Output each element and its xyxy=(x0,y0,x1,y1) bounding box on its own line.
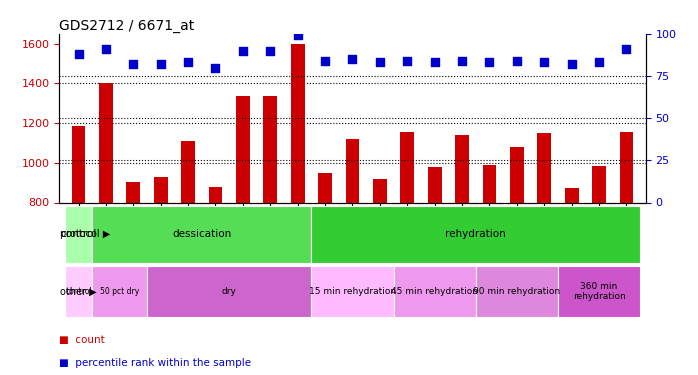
Text: dessication: dessication xyxy=(172,230,232,239)
Bar xyxy=(92,266,147,317)
Point xyxy=(593,59,604,65)
Point xyxy=(374,59,385,65)
Bar xyxy=(401,132,414,202)
Bar xyxy=(510,147,524,202)
Text: protocol ▶: protocol ▶ xyxy=(59,230,110,239)
Text: rehydration: rehydration xyxy=(445,230,506,239)
Point xyxy=(182,59,193,65)
Point xyxy=(484,59,495,65)
Bar xyxy=(311,206,640,262)
Bar xyxy=(394,266,476,317)
Point xyxy=(402,58,413,64)
Text: 50 pct dry: 50 pct dry xyxy=(100,287,139,296)
Bar xyxy=(65,206,92,262)
Text: 360 min
rehydration: 360 min rehydration xyxy=(572,282,625,301)
Bar xyxy=(99,83,113,203)
Bar xyxy=(346,139,359,202)
Bar xyxy=(236,96,250,202)
Point xyxy=(128,61,139,67)
Bar xyxy=(181,141,195,202)
Point xyxy=(155,61,166,67)
Bar xyxy=(318,173,332,202)
Bar xyxy=(126,182,140,203)
Bar xyxy=(92,206,311,262)
Bar xyxy=(147,266,311,317)
Bar xyxy=(291,44,304,203)
Bar xyxy=(72,126,85,202)
Point xyxy=(292,33,303,39)
Bar xyxy=(455,135,469,202)
Point xyxy=(73,51,84,57)
Point xyxy=(621,46,632,52)
Point xyxy=(512,58,523,64)
Point xyxy=(210,64,221,70)
Bar xyxy=(65,266,92,317)
Bar xyxy=(620,132,633,202)
Bar xyxy=(311,266,394,317)
Bar xyxy=(558,266,640,317)
Point xyxy=(237,48,248,54)
Point xyxy=(265,48,276,54)
Bar xyxy=(537,133,551,202)
Bar xyxy=(209,187,223,202)
Bar xyxy=(263,96,277,202)
Bar xyxy=(482,165,496,202)
Text: control: control xyxy=(65,287,92,296)
Text: control: control xyxy=(60,230,97,239)
Text: ■  percentile rank within the sample: ■ percentile rank within the sample xyxy=(59,358,251,368)
Bar xyxy=(373,178,387,203)
Point xyxy=(456,58,468,64)
Bar xyxy=(428,167,442,202)
Point xyxy=(101,46,112,52)
Point xyxy=(347,56,358,62)
Text: 90 min rehydration: 90 min rehydration xyxy=(473,287,560,296)
Text: dry: dry xyxy=(222,287,237,296)
Bar xyxy=(592,166,606,202)
Point xyxy=(539,59,550,65)
Text: other ▶: other ▶ xyxy=(59,286,96,297)
Text: ■  count: ■ count xyxy=(59,335,105,345)
Text: 45 min rehydration: 45 min rehydration xyxy=(391,287,478,296)
Bar xyxy=(154,177,168,203)
Point xyxy=(429,59,440,65)
Text: 15 min rehydration: 15 min rehydration xyxy=(309,287,396,296)
Text: GDS2712 / 6671_at: GDS2712 / 6671_at xyxy=(59,19,195,33)
Bar xyxy=(476,266,558,317)
Bar xyxy=(565,188,579,202)
Point xyxy=(320,58,331,64)
Point xyxy=(566,61,577,67)
